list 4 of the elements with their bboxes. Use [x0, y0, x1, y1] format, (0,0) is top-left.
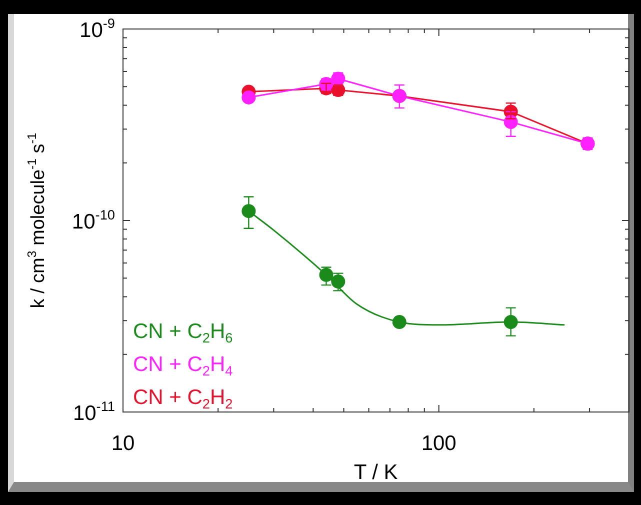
- y-axis-title: k / cm3 molecule-1 s-1: [25, 132, 49, 308]
- x-tick-label: 10: [111, 432, 135, 455]
- x-axis-title: T / K: [354, 461, 398, 484]
- x-tick-label: 100: [421, 432, 456, 455]
